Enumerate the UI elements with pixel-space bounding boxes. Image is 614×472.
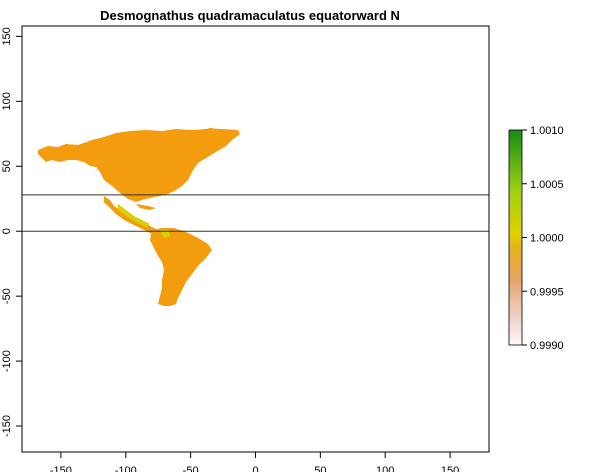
x-tick-label: -100: [115, 465, 137, 472]
reference-lines: [22, 194, 489, 232]
north-america-landmass: [38, 129, 240, 202]
x-tick-label: -150: [50, 465, 72, 472]
legend-colorbar: [508, 129, 523, 346]
y-tick-label: 0: [1, 228, 13, 234]
plot-frame: [21, 25, 490, 453]
y-tick-label: 50: [1, 160, 13, 172]
y-axis: 150 100 50 0 -50 -100 -150: [1, 27, 22, 437]
caribbean-islands: [136, 204, 156, 210]
y-tick-label: 150: [1, 27, 13, 45]
land-layer: [38, 128, 240, 306]
legend-tick-label: 1.0005: [530, 179, 564, 191]
y-tick-label: -150: [1, 415, 13, 437]
central-america-landmass: [104, 196, 162, 236]
legend-tick-label: 1.0000: [530, 233, 564, 245]
x-tick-label: 50: [314, 465, 326, 472]
legend-tick-label: 0.9990: [530, 340, 564, 352]
legend-tick-label: 0.9995: [530, 286, 564, 298]
x-tick-label: 0: [252, 465, 258, 472]
central-america-highlight: [118, 204, 150, 227]
x-tick-label: -50: [183, 465, 199, 472]
color-legend: 1.0010 1.0005 1.0000 0.9995 0.9990: [508, 125, 564, 352]
map-title: Desmognathus quadramaculatus equatorward…: [100, 8, 400, 23]
greenland-island: [194, 128, 236, 150]
y-tick-label: 100: [1, 92, 13, 110]
legend-tick-label: 1.0010: [530, 125, 564, 137]
x-axis: -150 -100 -50 0 50 100 150: [50, 452, 459, 472]
y-tick-label: -100: [1, 350, 13, 372]
y-tick-label: -50: [1, 288, 13, 304]
x-tick-label: 100: [376, 465, 394, 472]
x-tick-label: 150: [441, 465, 459, 472]
south-america-landmass: [150, 228, 212, 306]
